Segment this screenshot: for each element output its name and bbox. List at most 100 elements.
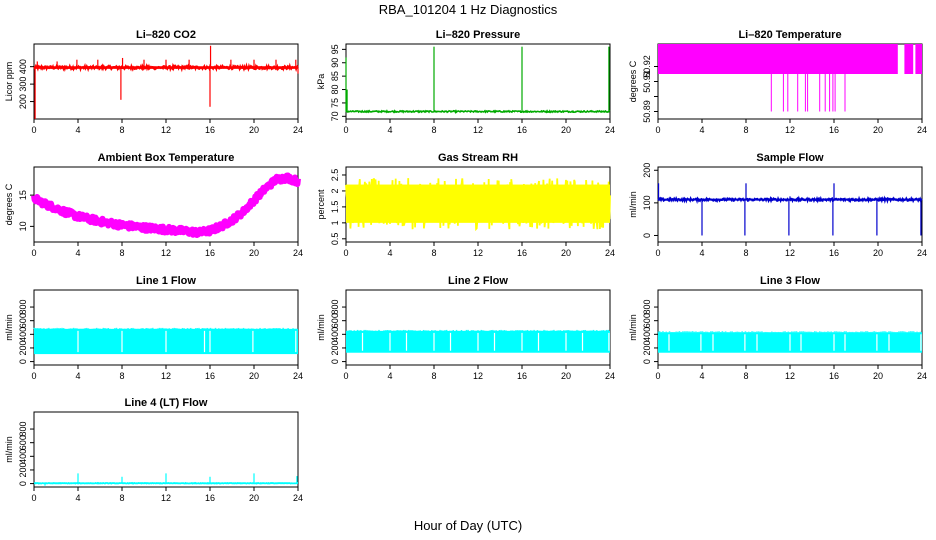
x-tick-label: 12 <box>785 125 795 135</box>
x-tick-label: 0 <box>655 248 660 258</box>
x-tick-label: 4 <box>699 125 704 135</box>
x-tick-label: 20 <box>561 371 571 381</box>
y-axis-label: ml/min <box>628 314 638 341</box>
x-tick-label: 16 <box>517 248 527 258</box>
x-tick-label: 0 <box>655 125 660 135</box>
y-tick-label: 0 <box>642 359 652 364</box>
plot-frame <box>33 43 299 120</box>
panel-title: Li–820 Temperature <box>738 29 841 41</box>
x-tick-label: 20 <box>561 125 571 135</box>
data-series <box>31 172 301 238</box>
y-tick-label: 15 <box>18 190 28 200</box>
y-tick-label: 1 <box>330 220 340 225</box>
x-tick-label: 24 <box>917 125 927 135</box>
y-tick-label: 800 <box>18 422 28 437</box>
plot-frame <box>345 43 611 120</box>
x-tick-label: 0 <box>343 248 348 258</box>
y-tick-label: 600 <box>18 313 28 328</box>
x-tick-label: 24 <box>917 248 927 258</box>
x-tick-label: 12 <box>473 248 483 258</box>
figure-title: RBA_101204 1 Hz Diagnostics <box>378 2 558 17</box>
x-tick-label: 8 <box>119 493 124 503</box>
x-tick-label: 0 <box>31 248 36 258</box>
x-tick-label: 4 <box>75 371 80 381</box>
x-tick-label: 16 <box>829 371 839 381</box>
x-tick-label: 0 <box>31 125 36 135</box>
y-tick-label: 95 <box>330 44 340 54</box>
x-tick-label: 4 <box>75 248 80 258</box>
x-tick-label: 8 <box>431 371 436 381</box>
x-tick-label: 16 <box>829 125 839 135</box>
y-tick-label: 0.5 <box>330 233 340 246</box>
y-tick-label: 400 <box>330 327 340 342</box>
panel-3: Li–820 Temperature degrees C 0 4 8 12 16 20 24 50… <box>628 29 927 135</box>
x-tick-label: 12 <box>161 125 171 135</box>
y-tick-label: 50.92 <box>642 55 652 78</box>
panel-title: Sample Flow <box>756 152 824 164</box>
x-tick-label: 8 <box>743 371 748 381</box>
panel-title: Li–820 Pressure <box>436 29 520 41</box>
y-tick-label: 2 <box>330 188 340 193</box>
x-tick-label: 4 <box>387 371 392 381</box>
x-tick-label: 0 <box>31 371 36 381</box>
x-tick-label: 12 <box>785 248 795 258</box>
y-tick-label: 200 <box>18 462 28 477</box>
panel-4: Ambient Box Temperature degrees C 0 4 8 12 16 2… <box>4 152 303 258</box>
y-tick-label: 0 <box>18 359 28 364</box>
x-tick-label: 16 <box>829 248 839 258</box>
x-tick-label: 16 <box>205 248 215 258</box>
y-tick-label: 800 <box>330 300 340 315</box>
panel-10: Line 4 (LT) Flow ml/min 0 4 8 12 16 20 24 0 200400… <box>4 397 303 503</box>
panel-8: Line 2 Flow ml/min 0 4 8 12 16 20 24 0 20040060080… <box>316 275 615 381</box>
y-tick-label: 75 <box>330 98 340 108</box>
x-tick-label: 0 <box>655 371 660 381</box>
x-tick-label: 0 <box>343 125 348 135</box>
panel-2: Li–820 Pressure kPa 0 4 8 12 16 20 24 70 75 80 85 90 9… <box>316 29 615 135</box>
data-band <box>904 44 914 74</box>
x-tick-label: 24 <box>917 371 927 381</box>
panel-title: Gas Stream RH <box>438 152 518 164</box>
y-tick-label: 200 <box>330 340 340 355</box>
x-tick-label: 20 <box>249 493 259 503</box>
y-axis-label: ml/min <box>628 191 638 218</box>
data-band <box>658 44 898 74</box>
y-tick-label: 0 <box>642 233 652 238</box>
y-tick-label: 200 <box>18 340 28 355</box>
panel-5: Gas Stream RH percent 0 4 8 12 16 20 24 0.5 1 1.5 2 2… <box>316 152 615 258</box>
x-tick-label: 8 <box>119 248 124 258</box>
panel-title: Line 2 Flow <box>448 275 508 287</box>
x-tick-label: 4 <box>699 248 704 258</box>
x-tick-label: 20 <box>249 371 259 381</box>
x-tick-label: 8 <box>119 371 124 381</box>
y-tick-label: 400 <box>18 449 28 464</box>
y-axis-label: ml/min <box>316 314 326 341</box>
x-tick-label: 20 <box>873 125 883 135</box>
x-tick-label: 8 <box>119 125 124 135</box>
x-tick-label: 20 <box>561 248 571 258</box>
x-tick-label: 24 <box>293 371 303 381</box>
x-tick-label: 8 <box>743 125 748 135</box>
y-tick-label: 100 <box>642 195 652 210</box>
plot-frame <box>657 289 923 366</box>
y-tick-label: 200 <box>642 340 652 355</box>
panel-9: Line 3 Flow ml/min 0 4 8 12 16 20 24 0 20040060080… <box>628 275 927 381</box>
x-tick-label: 8 <box>431 125 436 135</box>
y-tick-label: 50.91 <box>642 70 652 93</box>
y-tick-label: 600 <box>330 313 340 328</box>
panel-title: Line 1 Flow <box>136 275 196 287</box>
y-tick-label: 200 <box>18 94 28 109</box>
y-tick-label: 50.89 <box>642 100 652 123</box>
y-tick-label: 1.5 <box>330 201 340 214</box>
panel-6: Sample Flow ml/min 0 4 8 12 16 20 24 0 100 200 <box>628 152 927 258</box>
y-axis-label: degrees C <box>628 60 638 102</box>
y-axis-label: kPa <box>316 74 326 90</box>
y-tick-label: 70 <box>330 111 340 121</box>
y-tick-label: 400 <box>642 327 652 342</box>
y-axis-label: degrees C <box>4 183 14 225</box>
x-tick-label: 24 <box>605 371 615 381</box>
x-tick-label: 20 <box>873 248 883 258</box>
x-tick-label: 16 <box>205 125 215 135</box>
x-tick-label: 12 <box>161 371 171 381</box>
x-tick-label: 24 <box>293 248 303 258</box>
